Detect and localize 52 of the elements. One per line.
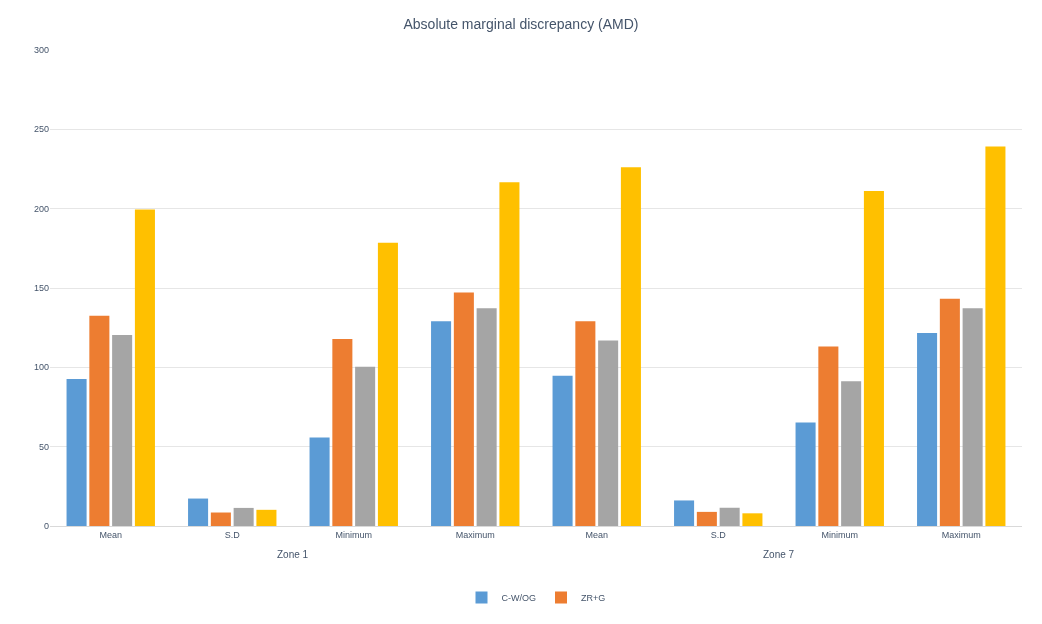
bar [499,182,520,526]
y-tick-label: 250 [33,124,49,135]
y-tick-label: 50 [38,441,49,452]
y-tick-label: 200 [33,203,49,214]
bar [309,437,330,526]
bar [233,507,254,526]
x-tick-label: S.D [224,529,241,540]
bar [818,346,839,526]
chart-title: Absolute marginal discrepancy (AMD) [403,15,639,32]
bar [696,511,717,526]
x-tick-label: Minimum [335,529,373,540]
bar [112,334,133,526]
legend-label: ZR+G [581,593,606,604]
bar [89,315,110,526]
bar [453,292,474,526]
y-tick-label: 150 [33,283,49,294]
y-tick-label: 100 [33,362,49,373]
bar [795,422,816,526]
bar [575,321,596,526]
text: Zone 7 [763,549,795,560]
bar [620,167,641,526]
bar [188,498,209,526]
bar [939,298,960,526]
y-tick-label: 300 [33,45,49,56]
x-tick-label: Mean [99,529,123,540]
bar [863,190,884,526]
bar [841,381,862,526]
bar [256,509,277,526]
x-tick-label: Mean [585,529,609,540]
bar [134,209,155,526]
bar [719,507,740,526]
bar [917,333,938,526]
x-tick-label: S.D [710,529,727,540]
bar [962,308,983,526]
legend-label: C-W/OG [501,593,536,604]
bar [552,375,573,526]
bar [476,308,497,526]
bar [598,340,619,526]
x-tick-label: Maximum [941,529,981,540]
bar [355,366,376,526]
bar [985,146,1006,526]
bar [66,378,87,526]
bar [742,513,763,526]
text: Zone 1 [277,549,309,560]
bar [332,338,353,526]
bar [377,242,398,526]
x-tick-label: Maximum [455,529,495,540]
y-tick-label: 0 [43,521,49,532]
bar [431,321,452,526]
bar [210,512,231,526]
x-tick-label: Minimum [821,529,859,540]
bar [674,500,695,526]
